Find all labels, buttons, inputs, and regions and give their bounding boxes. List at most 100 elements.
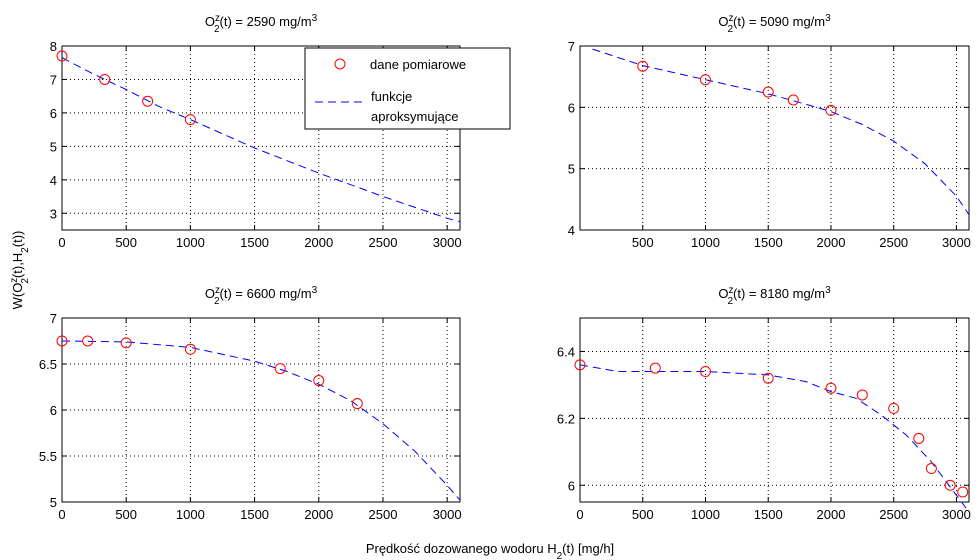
- data-point: [762, 86, 774, 98]
- tick-label-x: 1000: [176, 507, 205, 522]
- title-sub-2: 2: [727, 296, 733, 307]
- tick-label-x: 2000: [304, 507, 333, 522]
- tick-label-x: 500: [115, 235, 137, 250]
- tick-label-x: 0: [58, 507, 65, 522]
- tick-label-x: 1000: [691, 235, 720, 250]
- data-point: [56, 50, 68, 62]
- shared-x-axis-label: Prędkość dozowanego wodoru H2(t) [mg/h]: [366, 541, 614, 560]
- subplot-title: Oz 2(t) = 2590 mg/m3: [205, 13, 318, 35]
- subplot-2: Oz 2(t) = 5090 mg/m3 500 1000 1500 2000 2500 30…: [568, 13, 971, 251]
- legend-box: [304, 47, 511, 130]
- tick-label-y: 6: [568, 478, 575, 493]
- title-o: O: [205, 286, 215, 301]
- subplot-title: Oz 2(t) = 5090 mg/m3: [718, 13, 831, 35]
- ylabel-W: W(O: [10, 283, 25, 310]
- tick-label-x: 1500: [240, 507, 269, 522]
- tick-label-y: 6.4: [557, 344, 575, 359]
- tick-label-x: 1000: [691, 507, 720, 522]
- title-sup-z: z: [215, 285, 220, 296]
- title-rest: (t) = 6600 mg/m: [220, 286, 312, 301]
- tick-label-x: 0: [58, 235, 65, 250]
- data-point: [699, 366, 711, 378]
- fit-curve: [61, 57, 461, 223]
- data-point: [99, 73, 111, 85]
- subplot-title: Oz 2(t) = 8180 mg/m3: [718, 285, 831, 307]
- title-sub-2: 2: [214, 24, 220, 35]
- data-point: [825, 382, 837, 394]
- tick-label-x: 2500: [369, 507, 398, 522]
- data-point: [574, 359, 586, 371]
- tick-label-x: 2000: [304, 235, 333, 250]
- tick-label-y: 6: [50, 106, 57, 121]
- subplot-4: Oz 2(t) = 8180 mg/m3 0 500 1000 1500 2000 2500 3…: [557, 285, 971, 523]
- data-point: [856, 389, 868, 401]
- tick-label-x: 0: [576, 507, 583, 522]
- tick-label-x: 2000: [817, 507, 846, 522]
- tick-label-x: 1500: [754, 235, 783, 250]
- tick-label-x: 500: [115, 507, 137, 522]
- tick-label-y: 6: [568, 100, 575, 115]
- tick-label-y: 7: [50, 72, 57, 87]
- tick-label-x: 2000: [817, 235, 846, 250]
- tick-label-y: 8: [50, 39, 57, 54]
- tick-label-y: 5: [50, 139, 57, 154]
- ylabel-mid: (t),H: [10, 253, 25, 278]
- tick-label-x: 3000: [942, 235, 971, 250]
- data-point: [762, 372, 774, 384]
- xlabel-sub-2: 2: [557, 551, 563, 560]
- tick-label-x: 3000: [433, 507, 462, 522]
- data-point: [787, 94, 799, 106]
- title-o: O: [205, 14, 215, 29]
- tick-label-x: 500: [632, 507, 654, 522]
- tick-label-x: 2500: [369, 235, 398, 250]
- legend-label-fit-2: aproksymujące: [371, 109, 458, 124]
- tick-label-x: 3000: [433, 235, 462, 250]
- data-point: [957, 486, 969, 498]
- data-point: [649, 362, 661, 374]
- data-point: [637, 60, 649, 72]
- data-point: [944, 479, 956, 491]
- title-unit-sup: 3: [825, 285, 831, 296]
- data-point: [120, 337, 132, 349]
- data-point: [313, 375, 325, 387]
- ylabel-sub-2: 2: [20, 278, 31, 284]
- title-sub-2: 2: [214, 296, 220, 307]
- subplot-title: Oz 2(t) = 6600 mg/m3: [205, 285, 318, 307]
- subplot-3: Oz 2(t) = 6600 mg/m3 0 500 1000 1500 2000 2500 3…: [39, 285, 462, 523]
- data-point: [351, 398, 363, 410]
- axes-frame: [61, 317, 461, 503]
- fit-curve: [592, 48, 970, 215]
- title-o: O: [718, 286, 728, 301]
- tick-label-y: 6: [50, 403, 57, 418]
- title-rest: (t) = 5090 mg/m: [733, 14, 825, 29]
- axes-frame: [579, 45, 970, 231]
- tick-label-y: 7: [50, 311, 57, 326]
- axes-frame: [579, 317, 970, 503]
- xlabel-start: Prędkość dozowanego wodoru H: [366, 541, 557, 556]
- legend-label-fit-1: funkcje: [371, 89, 412, 104]
- data-point: [184, 114, 196, 126]
- legend-label-data: dane pomiarowe: [370, 57, 466, 72]
- tick-label-x: 3000: [942, 507, 971, 522]
- title-unit-sup: 3: [312, 285, 318, 296]
- tick-label-x: 1000: [176, 235, 205, 250]
- tick-label-y: 7: [568, 39, 575, 54]
- title-sup-z: z: [728, 13, 733, 24]
- title-unit-sup: 3: [312, 13, 318, 24]
- tick-label-x: 2500: [879, 235, 908, 250]
- tick-label-y: 4: [568, 223, 575, 238]
- tick-label-x: 1500: [754, 507, 783, 522]
- tick-label-x: 500: [632, 235, 654, 250]
- tick-label-x: 1500: [240, 235, 269, 250]
- data-point: [699, 74, 711, 86]
- title-rest: (t) = 2590 mg/m: [220, 14, 312, 29]
- title-rest: (t) = 8180 mg/m: [733, 286, 825, 301]
- data-point: [913, 432, 925, 444]
- legend: dane pomiarowe funkcje aproksymujące: [304, 47, 511, 130]
- title-unit-sup: 3: [825, 13, 831, 24]
- legend-marker-icon: [334, 58, 346, 70]
- tick-label-y: 3: [50, 206, 57, 221]
- title-sub-2: 2: [727, 24, 733, 35]
- tick-label-y: 5: [50, 495, 57, 510]
- ylabel-sup-z: z: [9, 278, 20, 283]
